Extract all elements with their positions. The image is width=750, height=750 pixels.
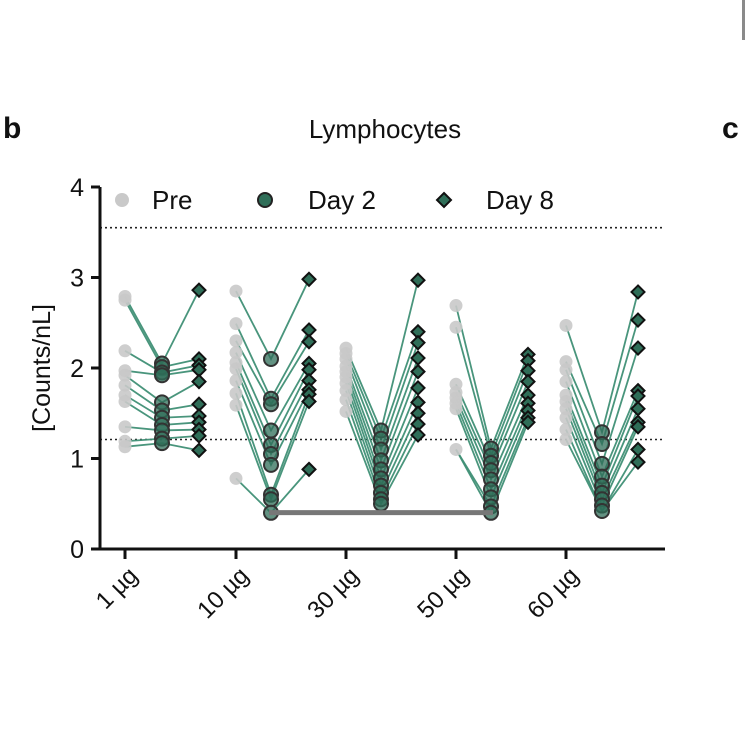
y-axis-label: [Counts/nL] (28, 304, 56, 432)
day8-point (630, 312, 646, 328)
pre-point (229, 346, 243, 360)
y-tick-label-3: 3 (70, 265, 84, 293)
pre-point (339, 384, 353, 398)
pre-point (118, 394, 132, 408)
pre-point (118, 293, 132, 307)
legend-marker-day8 (435, 191, 453, 209)
day8-point (410, 272, 426, 289)
pre-point (229, 362, 243, 376)
day8-point (301, 393, 317, 410)
pre-point (449, 320, 463, 334)
pre-point (559, 402, 573, 416)
x-tick-label: 1 µg (91, 562, 143, 614)
pre-point (118, 368, 132, 382)
day8-point (630, 441, 646, 458)
day8-point (520, 414, 536, 431)
x-tick-label: 50 µg (412, 562, 474, 624)
legend-label-day8: Day 8 (486, 185, 554, 215)
day8-point (191, 282, 207, 299)
day8-point (191, 442, 207, 459)
pre-point (339, 393, 353, 407)
x-tick-label: 30 µg (302, 562, 364, 624)
day8-point (630, 418, 646, 435)
pre-point (118, 440, 132, 454)
day2-point (594, 436, 610, 453)
day8-point (410, 363, 426, 380)
pre-point (449, 402, 463, 416)
cropped-figure-edge (742, 0, 745, 40)
day2-point (154, 435, 170, 452)
day8-point (301, 271, 317, 288)
x-tick-label: 10 µg (192, 562, 254, 624)
day8-point (301, 333, 317, 350)
day8-point (630, 284, 646, 300)
day2-point (263, 491, 279, 508)
pre-point (229, 317, 243, 331)
pre-point (339, 404, 353, 418)
chart-title: Lymphocytes (309, 114, 461, 144)
day2-point (373, 495, 389, 512)
day8-point (520, 373, 536, 390)
panel-label-c: c (722, 112, 739, 145)
pre-point (559, 432, 573, 446)
day8-point (410, 379, 426, 396)
x-tick-label: 60 µg (522, 562, 584, 624)
pre-point (559, 411, 573, 425)
y-tick-label-0: 0 (70, 536, 84, 564)
day2-point (594, 502, 610, 519)
pre-point (229, 386, 243, 400)
pre-point (229, 398, 243, 412)
pre-point (559, 375, 573, 389)
day2-point (263, 396, 279, 413)
pre-point (118, 420, 132, 434)
pre-point (449, 299, 463, 313)
legend-label-day2: Day 2 (308, 185, 376, 215)
pre-point (229, 374, 243, 388)
day8-point (191, 427, 207, 444)
pre-point (229, 334, 243, 348)
legend-marker-day2 (257, 192, 273, 208)
pre-point (449, 442, 463, 456)
pre-point (229, 284, 243, 298)
pre-point (559, 363, 573, 377)
panel-label-b: b (3, 112, 21, 145)
y-tick-label-2: 2 (70, 355, 84, 383)
pre-point (559, 423, 573, 437)
day8-point (410, 427, 426, 443)
legend-label-pre: Pre (152, 185, 192, 215)
y-tick-label-1: 1 (70, 446, 84, 474)
legend-marker-pre (115, 193, 129, 207)
day8-point (630, 400, 646, 417)
day2-point (154, 367, 170, 384)
day8-point (630, 340, 646, 357)
pre-point (118, 378, 132, 392)
pre-point (559, 318, 573, 332)
day8-point (630, 454, 646, 471)
data-markers (118, 271, 646, 521)
pre-point (229, 471, 243, 485)
day2-point (263, 350, 279, 367)
day2-point (263, 456, 279, 473)
day2-point (263, 422, 279, 439)
day8-point (191, 373, 207, 390)
day8-point (301, 461, 317, 478)
y-tick-label-4: 4 (70, 174, 84, 202)
legend: Pre Day 2 Day 8 (115, 185, 554, 215)
day8-point (410, 334, 426, 351)
pre-point (118, 344, 132, 358)
connector-line (124, 289, 200, 366)
